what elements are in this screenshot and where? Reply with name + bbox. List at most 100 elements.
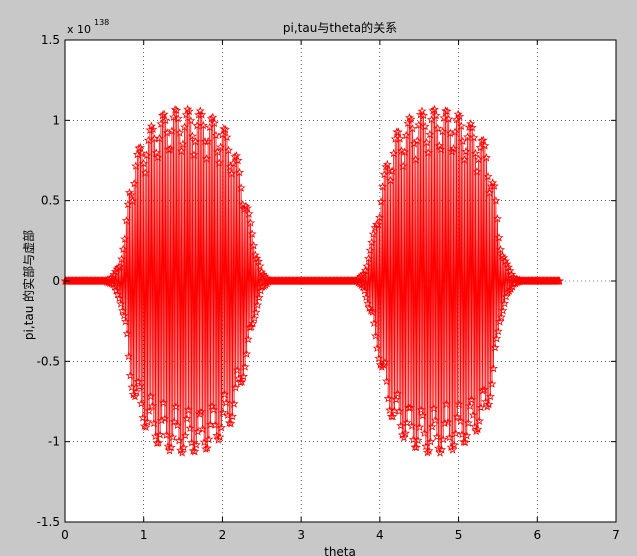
x-tick-label: 4 (376, 528, 384, 542)
data-point-star (180, 430, 190, 440)
data-point-star (198, 424, 208, 433)
data-point-star (183, 405, 193, 414)
data-point-star (376, 196, 386, 206)
data-point-star (157, 415, 167, 425)
data-point-star (196, 407, 206, 416)
data-point-star (166, 442, 176, 452)
data-point-star (440, 418, 450, 428)
x-tick-label: 7 (612, 528, 620, 542)
x-tick-label: 6 (533, 528, 541, 542)
data-point-star (495, 317, 505, 326)
data-point-star (386, 175, 396, 185)
data-point-star (501, 291, 511, 301)
data-point-star (117, 254, 127, 264)
data-point-star (430, 415, 440, 425)
data-point-star (423, 148, 433, 157)
data-point-star (481, 153, 491, 162)
data-point-star (176, 146, 186, 155)
data-point-star (135, 143, 145, 152)
data-point-star (381, 162, 391, 171)
data-point-star (489, 181, 499, 190)
data-point-star (215, 432, 225, 441)
data-point-star (419, 428, 429, 438)
data-point-star (457, 429, 467, 439)
data-point-star (236, 183, 246, 192)
data-point-star (470, 148, 480, 158)
data-point-star (367, 307, 377, 316)
data-point-star (434, 141, 444, 150)
data-point-star (168, 112, 179, 122)
data-point-star (240, 362, 250, 371)
data-point-star (120, 234, 130, 243)
data-point-star (505, 266, 515, 275)
x-tick-label: 2 (219, 528, 227, 542)
data-point-star (210, 420, 220, 429)
data-point-star (451, 428, 461, 438)
data-point-star (454, 399, 464, 409)
data-point-star (167, 126, 177, 135)
data-point-star (474, 416, 484, 425)
data-point-star (383, 393, 393, 403)
data-point-star (389, 406, 399, 415)
data-point-star (448, 445, 458, 454)
data-point-star (374, 353, 384, 363)
data-point-star (202, 154, 212, 163)
data-point-star (158, 398, 168, 407)
data-point-star (231, 382, 241, 392)
data-point-star (420, 121, 430, 131)
data-point-star (253, 256, 263, 266)
data-point-star (444, 432, 455, 442)
data-point-star (363, 253, 374, 263)
data-point-star (474, 154, 484, 164)
data-point-star (400, 147, 410, 156)
data-point-star (471, 426, 481, 436)
data-point-star (162, 128, 172, 137)
data-point-star (127, 382, 137, 392)
data-point-star (117, 306, 127, 315)
data-point-star (362, 261, 372, 271)
data-point-star (473, 424, 483, 434)
data-point-star (185, 423, 195, 433)
data-point-star (468, 410, 478, 419)
data-point-star (365, 245, 375, 255)
data-point-star (387, 166, 397, 175)
data-point-star (124, 351, 134, 361)
data-point-star (108, 280, 118, 289)
data-point-star (141, 422, 151, 432)
data-point-star (190, 446, 200, 456)
y-tick-label: 0 (52, 274, 60, 288)
data-point-star (485, 188, 495, 197)
data-point-star (231, 151, 241, 160)
data-point-star (253, 300, 263, 309)
data-point-star (135, 381, 145, 391)
y-axis-label: pi,tau 的实部与虚部 (21, 230, 36, 340)
data-point-star (149, 418, 159, 428)
data-point-star (121, 215, 131, 225)
data-point-star (250, 250, 260, 259)
data-point-star (490, 342, 500, 352)
data-point-star (412, 136, 422, 145)
data-point-star (429, 403, 439, 413)
data-point-star (143, 417, 153, 426)
data-point-star (492, 333, 502, 343)
data-point-star (202, 443, 212, 452)
data-point-star (480, 141, 490, 150)
data-point-star (194, 409, 204, 418)
data-point-star (476, 402, 486, 412)
y-exponent-base: x 10 (67, 23, 91, 36)
data-point-star (146, 391, 156, 401)
data-point-star (182, 413, 192, 423)
data-point-star (125, 370, 135, 380)
data-point-star (432, 432, 442, 441)
data-point-star (140, 168, 150, 177)
data-point-star (209, 118, 219, 128)
data-point-star (116, 299, 126, 308)
data-point-star (504, 286, 514, 295)
y-tick-label: -0.5 (37, 354, 60, 368)
data-point-star (455, 111, 465, 121)
data-point-star (229, 399, 239, 408)
data-point-star (372, 343, 382, 353)
data-point-star (211, 130, 221, 140)
data-point-star (447, 146, 457, 156)
